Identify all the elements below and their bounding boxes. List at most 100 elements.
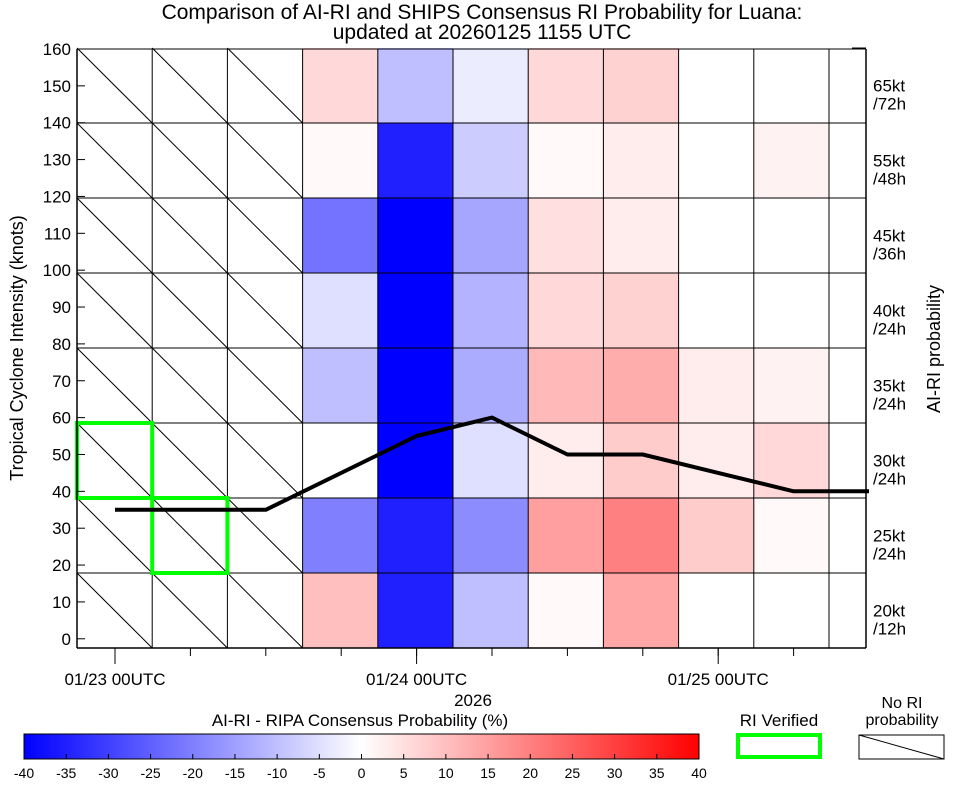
no-data-hatch-line [76,197,153,274]
heatmap-cell [678,348,754,423]
heatmap-cell [603,273,679,348]
colorbar-tick-label: -10 [267,765,287,781]
y-tick-label: 50 [52,445,71,464]
no-data-hatch-line [227,422,303,499]
no-data-hatch-line [76,347,153,424]
row-threshold-label-top: 45kt [873,227,905,246]
threshold-row-labels: 20kt/12h25kt/24h30kt/24h35kt/24h40kt/24h… [852,47,906,639]
x-tick-label: 01/25 00UTC [668,670,769,689]
heatmap-cell [603,498,679,573]
colorbar-tick-label: 15 [480,765,496,781]
heatmap-cell [753,498,829,573]
heatmap-cell [678,273,754,348]
x-axis-year-label: 2026 [454,691,492,710]
heatmap-cells [302,48,829,648]
heatmap-cell [302,198,378,273]
y-tick-label: 30 [52,519,71,538]
heatmap-cell [377,198,453,273]
heatmap-cell [603,123,679,198]
heatmap-cell [377,123,453,198]
heatmap-cell [603,573,679,648]
no-data-hatch-line [76,272,153,349]
heatmap-cell [302,48,378,123]
colorbar-tick-label: 35 [649,765,665,781]
heatmap-cell [453,498,529,573]
heatmap-cell [453,273,529,348]
heatmap-cell [753,48,829,123]
no-ri-legend-label-line1: No RI [882,695,923,712]
chart-title-line2: updated at 20260125 1155 UTC [333,21,632,44]
y-tick-label: 100 [43,261,71,280]
row-threshold-label-top: 55kt [873,152,905,171]
heatmap-cell [678,573,754,648]
row-threshold-label-bottom: /48h [873,170,906,189]
heatmap-cell [377,48,453,123]
row-threshold-label-bottom: /12h [873,620,906,639]
y-axis-label: Tropical Cyclone Intensity (knots) [7,215,27,480]
heatmap-cell [302,348,378,423]
row-threshold-label-bottom: /36h [873,245,906,264]
x-axis-ticks: 01/23 00UTC 01/24 00UTC 01/25 00UTC [64,648,795,689]
y-tick-label: 20 [52,556,71,575]
colorbar-tick-label: 0 [358,765,366,781]
no-data-hatch-line [151,272,228,349]
heatmap-cell [753,273,829,348]
y-tick-label: 110 [44,224,71,243]
row-threshold-label-top: 20kt [873,602,905,621]
no-data-hatching [76,47,303,649]
colorbar-title: AI-RI - RIPA Consensus Probability (%) [212,711,508,730]
no-data-hatch-line [227,347,303,424]
colorbar-tick-label: 40 [691,765,707,781]
heatmap-cell [453,573,529,648]
no-data-hatch-line [227,572,303,649]
heatmap-cell [678,123,754,198]
y-tick-label: 0 [62,630,71,649]
heatmap-cell [377,573,453,648]
y-tick-label: 80 [52,335,71,354]
no-data-hatch-line [76,122,153,199]
heatmap-cell [453,123,529,198]
heatmap-cell [528,123,604,198]
y-tick-label: 70 [52,372,71,391]
colorbar-ticks: -40 -35 -30 -25 -20 -15 -10 -5 0 5 10 15 20 25 30 35 40 [14,754,707,781]
y-tick-label: 130 [43,151,71,170]
colorbar-tick-label: 10 [438,765,454,781]
row-threshold-label-bottom: /24h [873,395,906,414]
heatmap-cell [753,348,829,423]
no-data-hatch-line [227,197,303,274]
x-tick-label: 01/24 00UTC [366,670,467,689]
no-data-hatch-line [151,572,228,649]
y-tick-label: 60 [52,409,71,428]
ri-verified-box [150,496,230,575]
heatmap-cell [302,273,378,348]
colorbar-tick-label: 30 [607,765,623,781]
heatmap-cell [528,273,604,348]
row-threshold-label-bottom: /24h [873,470,906,489]
heatmap-cell [528,348,604,423]
no-data-hatch-line [151,122,228,199]
colorbar-tick-label: 20 [522,765,538,781]
heatmap-cell [528,423,604,498]
no-ri-legend-hatch [858,734,945,760]
heatmap-cell [678,498,754,573]
y-tick-label: 40 [52,482,71,501]
colorbar-tick-label: 25 [565,765,581,781]
heatmap-cell [603,348,679,423]
heatmap-cell [753,198,829,273]
no-data-hatch-line [76,47,153,124]
heatmap-cell [678,48,754,123]
no-data-hatch-line [227,122,303,199]
row-threshold-label-top: 25kt [873,527,905,546]
heatmap-cell [603,48,679,123]
heatmap-cell [377,273,453,348]
heatmap-cell [453,423,529,498]
heatmap-cell [678,198,754,273]
y-tick-label: 10 [52,593,71,612]
heatmap-cell [603,198,679,273]
heatmap-cell [753,573,829,648]
row-threshold-label-top: 40kt [873,302,905,321]
no-data-hatch-line [76,422,153,499]
no-data-hatch-line [227,272,303,349]
no-data-hatch-line [227,47,303,124]
no-data-hatch-line [151,422,228,499]
